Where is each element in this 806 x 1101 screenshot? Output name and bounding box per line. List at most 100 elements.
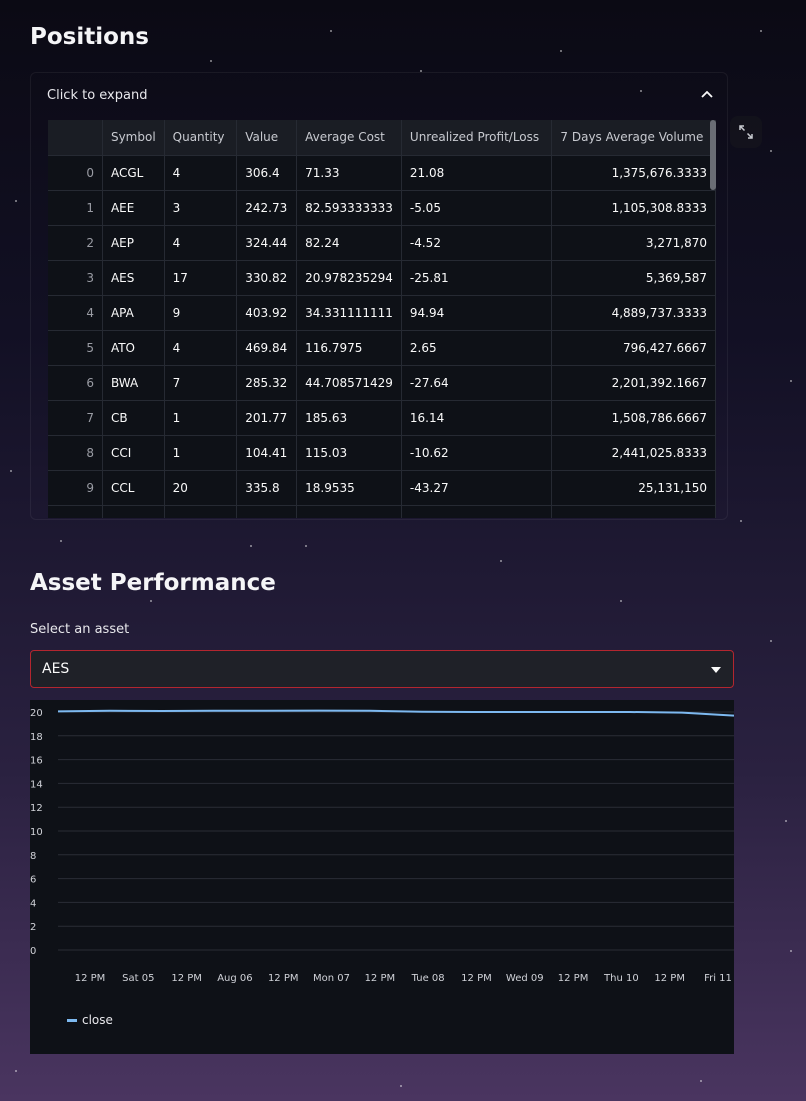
cell-unrealized-pl[interactable]: -43.27: [401, 470, 553, 506]
column-header-value[interactable]: Value: [236, 120, 298, 156]
table-row[interactable]: 0 ACGL 4 306.4 71.33 21.08 1,375,676.3333: [48, 155, 716, 191]
cell-avg-volume[interactable]: 2,201,392.1667: [551, 365, 716, 401]
cell-average-cost[interactable]: 116.7975: [296, 330, 402, 366]
cell-symbol[interactable]: CCL: [102, 470, 165, 506]
cell-symbol[interactable]: CCI: [102, 435, 165, 471]
cell-unrealized-pl[interactable]: -10.62: [401, 435, 553, 471]
cell-avg-volume[interactable]: 796,427.6667: [551, 330, 716, 366]
column-header-symbol[interactable]: Symbol: [102, 120, 165, 156]
cell-quantity[interactable]: 4: [164, 330, 238, 366]
cell-average-cost[interactable]: 82.24: [296, 225, 402, 261]
table-scrollbar[interactable]: [710, 120, 716, 190]
table-row[interactable]: 7 CB 1 201.77 185.63 16.14 1,508,786.6667: [48, 400, 716, 436]
cell-value[interactable]: 285.32: [236, 365, 298, 401]
cell-average-cost[interactable]: 82.593333333: [296, 190, 402, 226]
cell-symbol[interactable]: ATO: [102, 330, 165, 366]
cell-average-cost[interactable]: 44.708571429: [296, 365, 402, 401]
cell-symbol[interactable]: AEP: [102, 225, 165, 261]
row-index[interactable]: 4: [48, 295, 103, 331]
row-index[interactable]: 8: [48, 435, 103, 471]
cell-unrealized-pl[interactable]: -27.64: [401, 365, 553, 401]
cell-unrealized-pl[interactable]: -4.52: [401, 225, 553, 261]
chevron-up-icon[interactable]: [699, 87, 715, 103]
table-row[interactable]: 6 BWA 7 285.32 44.708571429 -27.64 2,201,392.1…: [48, 365, 716, 401]
cell-quantity[interactable]: 3: [164, 190, 238, 226]
row-index[interactable]: 6: [48, 365, 103, 401]
cell-avg-volume[interactable]: 2,441,025.8333: [551, 435, 716, 471]
cell-value[interactable]: 403.92: [236, 295, 298, 331]
cell-symbol[interactable]: CB: [102, 400, 165, 436]
cell-value[interactable]: 330.82: [236, 260, 298, 296]
cell-symbol[interactable]: APA: [102, 295, 165, 331]
table-row[interactable]: 4 APA 9 403.92 34.331111111 94.94 4,889,737.33…: [48, 295, 716, 331]
cell-avg-volume[interactable]: 1,105,308.8333: [551, 190, 716, 226]
row-index[interactable]: 0: [48, 155, 103, 191]
cell-avg-volume[interactable]: 3,271,870: [551, 225, 716, 261]
column-header-average-cost[interactable]: Average Cost: [296, 120, 402, 156]
table-row[interactable]: 9 CCL 20 335.8 18.9535 -43.27 25,131,150: [48, 470, 716, 506]
cell-quantity[interactable]: 17: [164, 260, 238, 296]
cell-avg-volume[interactable]: 5,369,587: [551, 260, 716, 296]
cell-avg-volume[interactable]: 25,131,150: [551, 470, 716, 506]
cell-average-cost[interactable]: 34.331111111: [296, 295, 402, 331]
cell-unrealized-pl[interactable]: -5.05: [401, 190, 553, 226]
cell-average-cost[interactable]: 71.33: [296, 155, 402, 191]
row-index[interactable]: 1: [48, 190, 103, 226]
cell-average-cost[interactable]: 185.63: [296, 400, 402, 436]
row-index[interactable]: 7: [48, 400, 103, 436]
cell-unrealized-pl[interactable]: 21.08: [401, 155, 553, 191]
cell-value[interactable]: 104.41: [236, 435, 298, 471]
expander-label[interactable]: Click to expand: [47, 88, 148, 103]
table-row[interactable]: [48, 505, 716, 518]
cell-quantity[interactable]: 9: [164, 295, 238, 331]
cell-symbol[interactable]: BWA: [102, 365, 165, 401]
asset-select[interactable]: AES: [30, 650, 734, 688]
cell-avg-volume[interactable]: 4,889,737.3333: [551, 295, 716, 331]
cell-average-cost[interactable]: 18.9535: [296, 470, 402, 506]
column-header-avg-volume[interactable]: 7 Days Average Volume: [551, 120, 716, 156]
x-tick-label: Tue 08: [411, 973, 445, 984]
legend-label[interactable]: close: [82, 1013, 113, 1027]
table-row[interactable]: 2 AEP 4 324.44 82.24 -4.52 3,271,870: [48, 225, 716, 261]
cell-value[interactable]: 324.44: [236, 225, 298, 261]
cell-value[interactable]: 201.77: [236, 400, 298, 436]
cell-average-cost[interactable]: 20.978235294: [296, 260, 402, 296]
cell-value[interactable]: 469.84: [236, 330, 298, 366]
table-row[interactable]: 3 AES 17 330.82 20.978235294 -25.81 5,369,587: [48, 260, 716, 296]
cell-quantity[interactable]: 7: [164, 365, 238, 401]
cell-unrealized-pl[interactable]: 16.14: [401, 400, 553, 436]
positions-table[interactable]: Symbol Quantity Value Average Cost Unrea…: [48, 120, 716, 518]
cell-average-cost[interactable]: 115.03: [296, 435, 402, 471]
cell-symbol[interactable]: AEE: [102, 190, 165, 226]
row-index[interactable]: 9: [48, 470, 103, 506]
asset-performance-title: Asset Performance: [30, 570, 276, 596]
table-row[interactable]: 1 AEE 3 242.73 82.593333333 -5.05 1,105,308.83…: [48, 190, 716, 226]
column-header-unrealized-pl[interactable]: Unrealized Profit/Loss: [401, 120, 553, 156]
row-index[interactable]: 5: [48, 330, 103, 366]
table-row[interactable]: 8 CCI 1 104.41 115.03 -10.62 2,441,025.8333: [48, 435, 716, 471]
cell-avg-volume[interactable]: 1,508,786.6667: [551, 400, 716, 436]
cell-symbol[interactable]: AES: [102, 260, 165, 296]
cell-value[interactable]: 335.8: [236, 470, 298, 506]
series-line-close[interactable]: [57, 709, 735, 717]
row-index[interactable]: 3: [48, 260, 103, 296]
cell-unrealized-pl[interactable]: 94.94: [401, 295, 553, 331]
column-header-index[interactable]: [48, 120, 103, 156]
table-row[interactable]: 5 ATO 4 469.84 116.7975 2.65 796,427.6667: [48, 330, 716, 366]
cell-value[interactable]: 242.73: [236, 190, 298, 226]
fullscreen-button[interactable]: [730, 116, 762, 148]
expand-icon: [739, 125, 753, 139]
cell-quantity[interactable]: 1: [164, 400, 238, 436]
cell-quantity[interactable]: 4: [164, 225, 238, 261]
column-header-quantity[interactable]: Quantity: [164, 120, 238, 156]
cell-quantity[interactable]: 4: [164, 155, 238, 191]
cell-unrealized-pl[interactable]: -25.81: [401, 260, 553, 296]
cell-quantity[interactable]: 20: [164, 470, 238, 506]
row-index[interactable]: 2: [48, 225, 103, 261]
positions-expander[interactable]: Click to expand: [30, 72, 728, 520]
cell-value[interactable]: 306.4: [236, 155, 298, 191]
cell-unrealized-pl[interactable]: 2.65: [401, 330, 553, 366]
cell-symbol[interactable]: ACGL: [102, 155, 165, 191]
cell-avg-volume[interactable]: 1,375,676.3333: [551, 155, 716, 191]
cell-quantity[interactable]: 1: [164, 435, 238, 471]
